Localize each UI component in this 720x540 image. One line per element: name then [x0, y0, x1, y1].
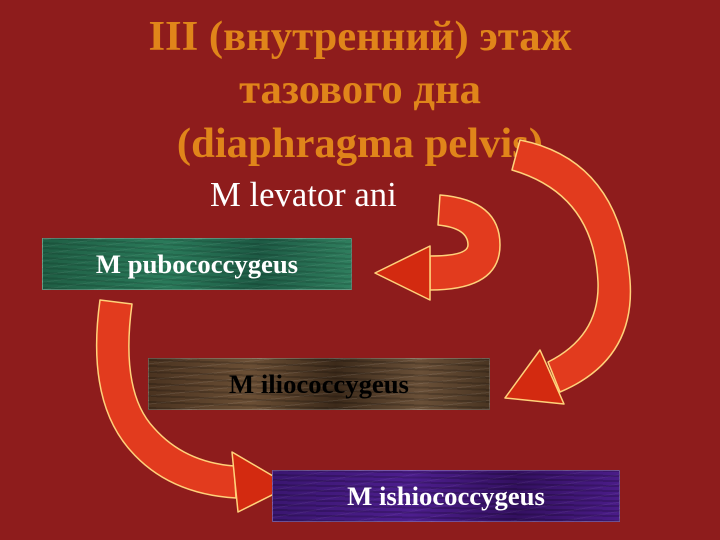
title-line-1: III (внутренний) этаж [148, 13, 571, 60]
muscle-box-iliococcygeus: M iliococcygeus [148, 358, 490, 410]
title-line-3: (diaphragma pelvis) [177, 120, 543, 167]
muscle-box-label: M ishiococcygeus [347, 481, 545, 512]
muscle-box-label: M iliococcygeus [229, 369, 409, 400]
arrow-pubo-to-ilio [505, 140, 630, 404]
levator-ani-label: M levator ani [210, 176, 397, 215]
muscle-box-pubococcygeus: M pubococcygeus [42, 238, 352, 290]
muscle-box-ishiococcygeus: M ishiococcygeus [272, 470, 620, 522]
muscle-box-label: M pubococcygeus [96, 249, 298, 280]
title-line-2: тазового дна [239, 66, 481, 113]
slide-title: III (внутренний) этаж тазового дна (diap… [0, 0, 720, 170]
slide: III (внутренний) этаж тазового дна (diap… [0, 0, 720, 540]
